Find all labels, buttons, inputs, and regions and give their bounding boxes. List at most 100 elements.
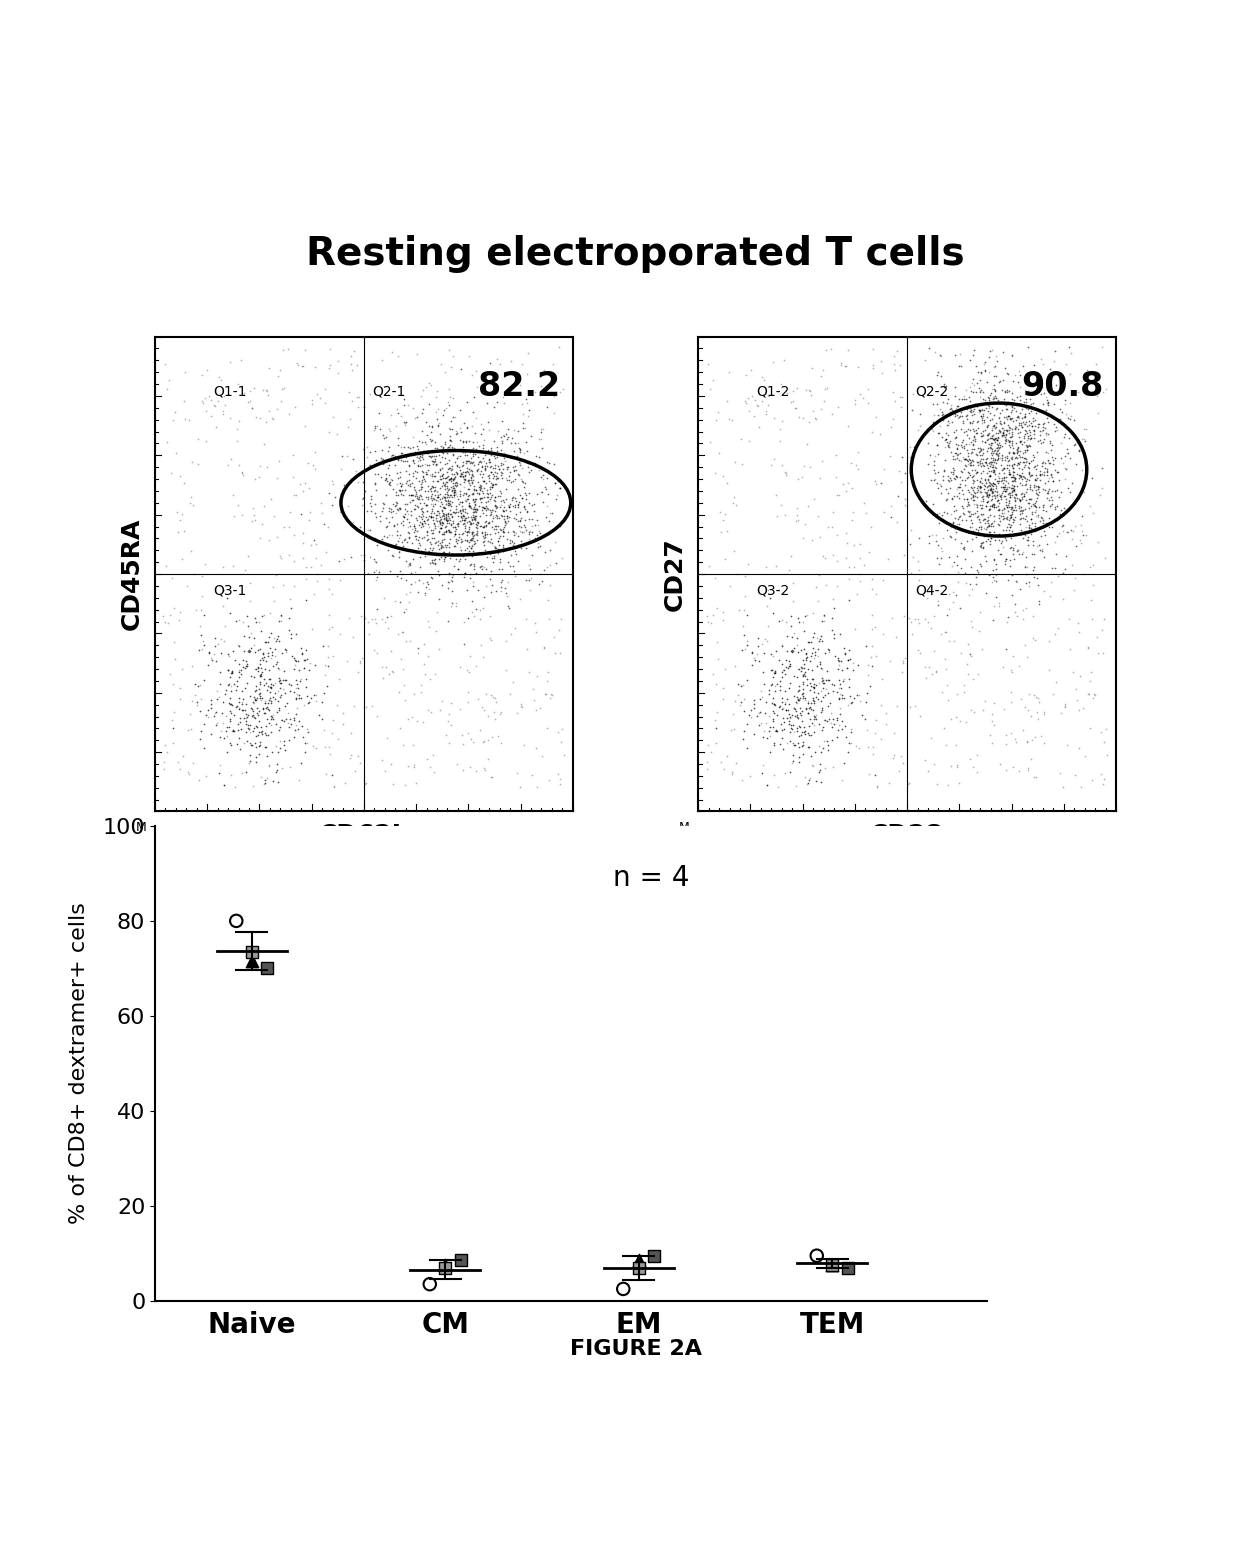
Point [476,454,496,479]
Point [1055,392,1075,416]
Point [939,409,959,434]
Point [963,471,983,496]
Point [1002,502,1022,527]
Point [367,479,387,503]
Point [459,521,479,545]
Point [792,682,812,707]
Point [413,401,433,426]
Point [487,505,507,530]
Point [792,670,812,695]
Point [464,521,484,545]
Point [262,704,281,729]
Point [404,752,424,777]
Point [978,468,998,493]
Point [978,510,998,535]
Point [971,361,991,385]
Point [475,538,495,563]
Point [475,522,495,547]
Point [760,715,780,740]
Point [491,699,511,724]
Point [420,1271,440,1296]
Point [502,426,522,451]
Point [1008,404,1028,429]
Point [1050,479,1070,503]
Point [498,494,518,519]
Point [454,564,474,589]
Point [419,503,439,528]
Point [794,653,813,678]
Point [379,472,399,497]
Point [288,353,308,378]
Point [247,715,267,740]
Point [1039,657,1059,682]
Point [513,494,533,519]
Point [260,692,280,716]
Point [1034,730,1054,755]
Point [946,424,966,449]
Point [450,443,470,468]
Point [939,772,959,797]
Point [286,667,306,692]
Point [968,479,988,503]
Point [991,483,1011,508]
Point [253,378,273,402]
Point [289,682,309,707]
Point [399,510,419,535]
Point [268,699,288,724]
Point [770,416,790,441]
Point [404,497,424,522]
Point [711,500,730,525]
Point [417,493,436,517]
Point [241,570,260,595]
Point [474,485,494,510]
Point [1069,737,1089,761]
Point [862,632,882,657]
Point [382,443,402,468]
Point [930,545,950,570]
Point [789,657,808,682]
Point [775,692,795,716]
Point [372,499,392,524]
Point [1043,404,1063,429]
Point [986,441,1006,466]
Point [298,451,317,476]
Point [1040,462,1060,486]
Point [991,446,1011,471]
Point [188,452,208,477]
Point [295,413,315,438]
Point [773,634,792,659]
Point [518,552,538,577]
Point [500,491,520,516]
Point [413,499,433,524]
Point [196,763,216,788]
Point [1024,541,1044,566]
Point [759,614,779,639]
Point [423,468,443,493]
Point [786,702,806,727]
Point [396,772,415,797]
Point [475,698,495,723]
Point [388,528,408,553]
Point [361,483,381,508]
Point [993,479,1013,503]
Point [246,733,265,758]
Point [970,533,990,558]
Point [919,609,939,634]
Point [980,469,999,494]
Point [983,471,1003,496]
Point [219,665,239,690]
Point [238,713,258,738]
Point [475,755,495,780]
Point [792,662,812,687]
Point [1011,429,1030,454]
Point [474,514,494,539]
Point [765,660,785,685]
Point [301,555,321,580]
Point [500,553,520,578]
Point [928,531,947,556]
Point [854,491,874,516]
Point [801,640,821,665]
Point [802,698,822,723]
Point [537,668,557,693]
Point [629,1248,649,1273]
